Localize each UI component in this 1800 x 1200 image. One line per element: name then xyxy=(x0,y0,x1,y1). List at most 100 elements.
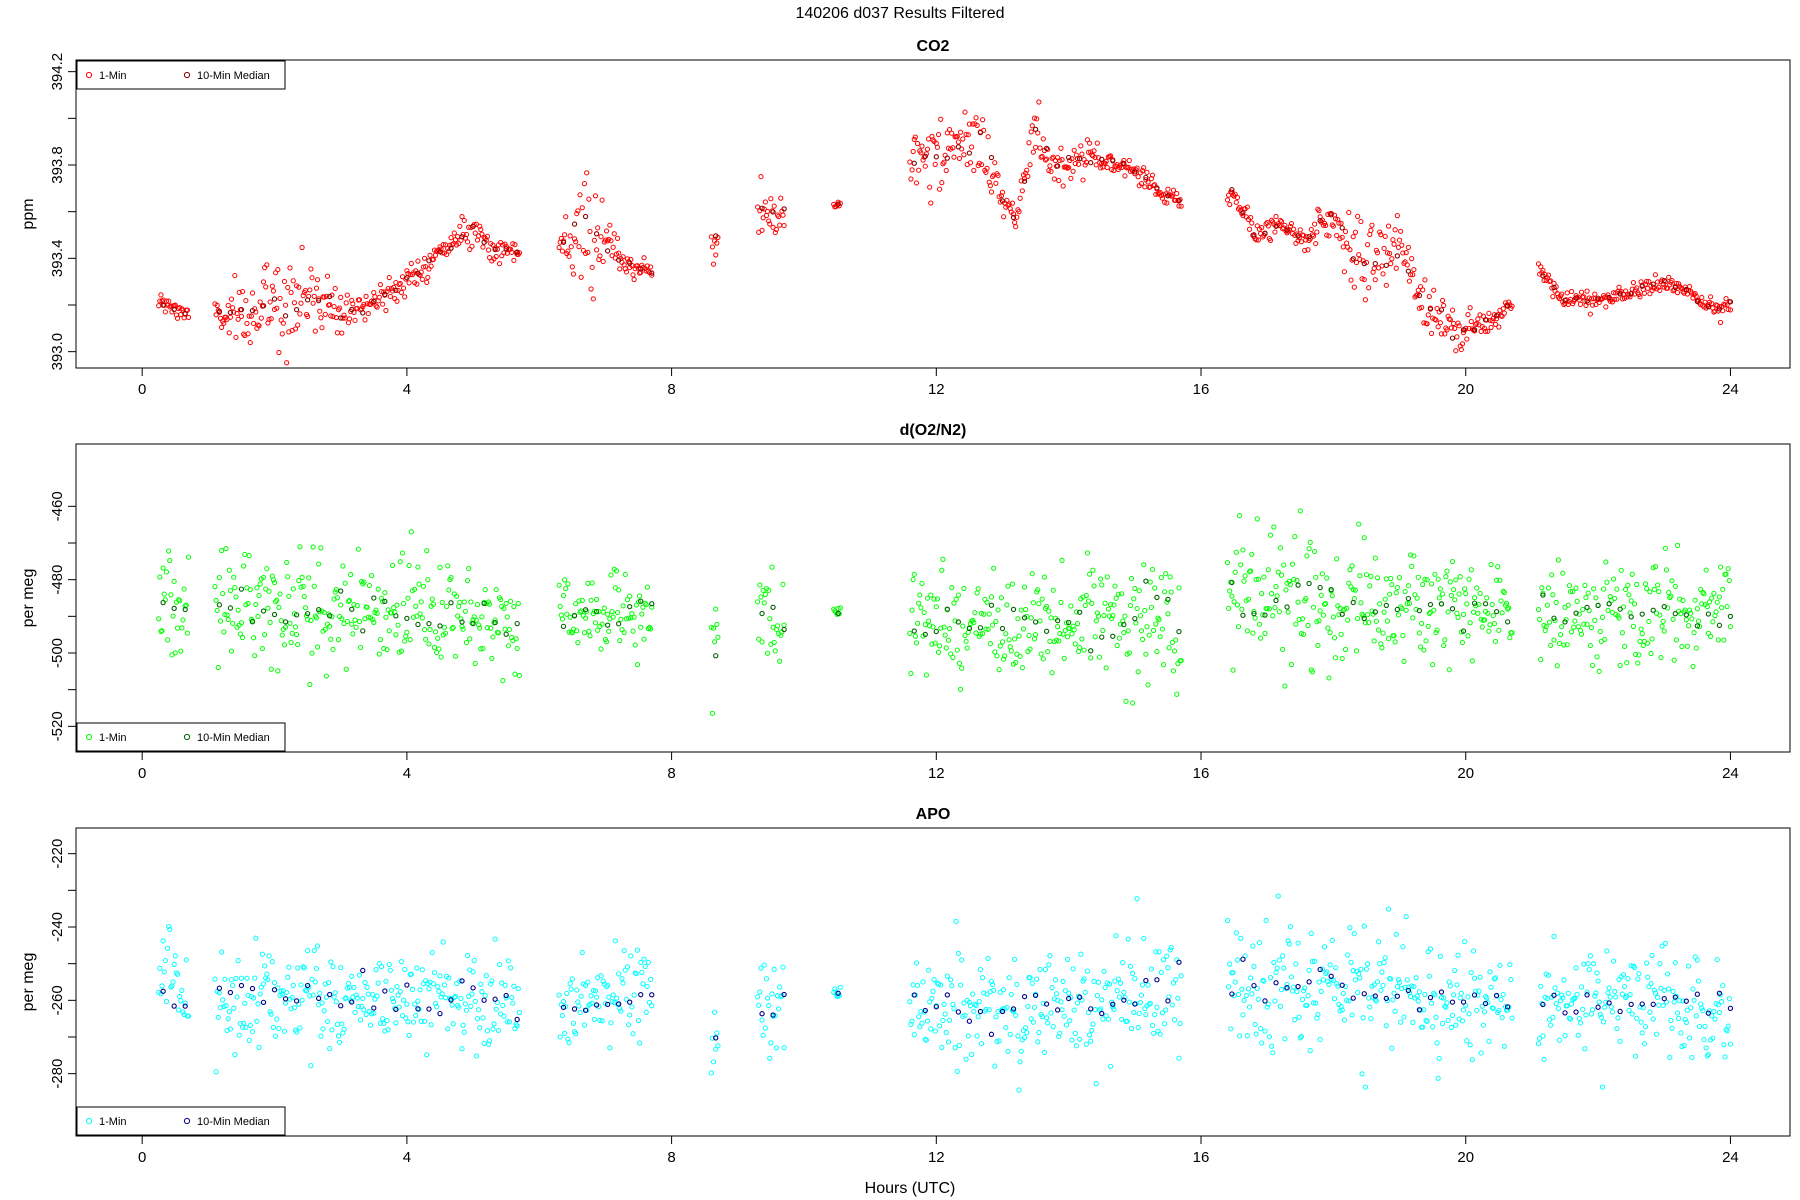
data-point xyxy=(1447,983,1453,989)
data-point xyxy=(584,170,590,176)
data-point xyxy=(1358,218,1364,225)
data-point xyxy=(1021,584,1028,590)
data-point xyxy=(180,1009,186,1015)
median-point xyxy=(616,1001,622,1007)
data-point xyxy=(344,618,350,625)
data-point xyxy=(1321,944,1328,950)
data-point xyxy=(1275,893,1281,899)
median-point xyxy=(249,985,256,992)
data-point xyxy=(1170,668,1177,674)
data-point xyxy=(1153,191,1159,197)
data-point xyxy=(1660,618,1666,624)
data-point xyxy=(1475,610,1481,616)
data-point xyxy=(427,252,433,258)
data-point xyxy=(1056,177,1062,184)
data-point xyxy=(1704,1053,1710,1059)
median-point xyxy=(1110,1001,1116,1007)
data-point xyxy=(1281,562,1287,568)
data-point xyxy=(1139,636,1146,643)
median-point xyxy=(492,246,498,253)
data-point xyxy=(1403,913,1409,920)
data-point xyxy=(1352,229,1359,235)
data-point xyxy=(1404,262,1410,268)
data-point xyxy=(1616,615,1622,621)
median-point xyxy=(1672,994,1678,1000)
data-point xyxy=(1349,563,1355,569)
data-point xyxy=(223,546,229,552)
data-point xyxy=(1599,1084,1606,1090)
data-point xyxy=(1478,1050,1484,1056)
data-point xyxy=(923,1037,929,1043)
data-point xyxy=(235,316,241,322)
data-point xyxy=(408,529,414,535)
data-point xyxy=(1318,988,1324,994)
data-point xyxy=(1453,577,1459,583)
data-point xyxy=(356,618,363,625)
data-point xyxy=(1495,564,1501,570)
data-point xyxy=(579,949,585,956)
data-point xyxy=(1158,969,1164,975)
data-point xyxy=(571,236,578,242)
data-point xyxy=(1593,990,1599,996)
data-point xyxy=(1475,316,1481,322)
data-point xyxy=(431,970,438,976)
data-point xyxy=(614,609,621,616)
data-point xyxy=(934,144,941,150)
data-point xyxy=(1724,1028,1730,1034)
data-point xyxy=(1273,969,1279,975)
data-point xyxy=(341,1026,347,1032)
data-point xyxy=(1544,275,1550,281)
data-point xyxy=(1004,1004,1010,1011)
plot-frame xyxy=(75,443,1791,753)
data-point xyxy=(1401,658,1407,664)
data-point xyxy=(459,623,465,630)
data-point xyxy=(1026,632,1032,639)
data-point xyxy=(586,628,592,634)
data-point xyxy=(1285,938,1291,944)
data-point xyxy=(1501,589,1507,596)
data-point xyxy=(349,621,355,627)
data-point xyxy=(1642,1024,1649,1030)
data-point xyxy=(1131,596,1137,602)
data-point xyxy=(1318,592,1324,598)
data-point xyxy=(352,617,358,623)
data-point xyxy=(244,975,250,981)
data-point xyxy=(1589,662,1596,669)
data-point xyxy=(1237,513,1243,519)
data-point xyxy=(576,244,582,250)
data-point xyxy=(1063,164,1070,170)
data-point xyxy=(610,244,616,250)
data-point xyxy=(1584,288,1590,294)
data-point xyxy=(1267,532,1274,538)
data-point xyxy=(624,256,631,262)
data-point xyxy=(1381,245,1387,252)
data-point xyxy=(573,1031,579,1037)
data-point xyxy=(1357,573,1363,579)
data-point xyxy=(462,608,468,614)
data-point xyxy=(916,167,922,173)
data-point xyxy=(1382,955,1388,961)
data-point xyxy=(1456,591,1462,597)
median-point xyxy=(1683,612,1689,618)
median-point xyxy=(1306,580,1312,587)
data-point xyxy=(1663,567,1670,573)
data-point xyxy=(373,967,379,973)
data-point xyxy=(1079,151,1085,157)
data-point xyxy=(323,673,329,679)
data-point xyxy=(1267,975,1274,981)
data-point xyxy=(959,665,965,671)
data-point xyxy=(299,574,305,581)
data-point xyxy=(328,313,334,319)
data-point xyxy=(168,984,174,990)
data-point xyxy=(159,628,165,634)
data-point xyxy=(1431,607,1437,613)
data-point xyxy=(1027,646,1033,652)
median-point xyxy=(1176,628,1182,635)
data-point xyxy=(1717,564,1724,570)
legend-box xyxy=(76,722,286,752)
data-point xyxy=(297,311,303,317)
data-point xyxy=(345,598,352,604)
data-point xyxy=(1709,300,1715,307)
data-point xyxy=(361,301,367,307)
data-point xyxy=(237,631,243,637)
